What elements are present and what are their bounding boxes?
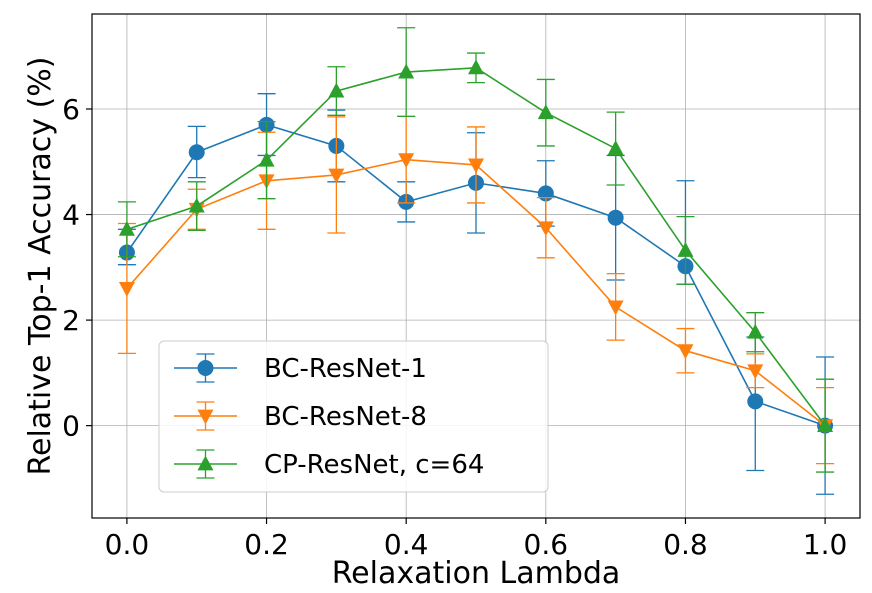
data-point: [747, 393, 764, 410]
series-bc-resnet-8: [117, 115, 835, 465]
axis-ticks: 0.0 0.2 0.4 0.6 0.8 1.0 0 2 4 6: [62, 93, 847, 561]
data-point: [328, 168, 345, 184]
data-point: [398, 153, 415, 169]
data-point: [747, 364, 764, 380]
legend-marker: [197, 360, 214, 376]
legend-label: BC-ResNet-8: [264, 402, 427, 432]
data-point: [747, 323, 764, 339]
y-tick-label: 6: [62, 93, 80, 126]
legend-label: BC-ResNet-1: [264, 354, 427, 384]
plot-frame: [91, 13, 861, 519]
data-point: [607, 209, 624, 226]
legend-item: BC-ResNet-1: [174, 353, 427, 384]
data-point: [118, 220, 135, 236]
x-tick-label: 0.0: [105, 528, 150, 561]
x-tick-label: 0.8: [663, 528, 708, 561]
data-point: [607, 140, 624, 155]
data-point: [537, 221, 554, 237]
x-tick-label: 0.2: [244, 528, 289, 561]
legend-item: CP-ResNet, c=64: [174, 449, 484, 480]
series-layer: [117, 27, 835, 495]
y-axis-title: Relative Top-1 Accuracy (%): [23, 56, 58, 475]
x-axis-title: Relaxation Lambda: [332, 556, 621, 591]
x-tick-label: 0.6: [524, 528, 569, 561]
data-point: [328, 82, 345, 98]
data-point: [677, 344, 694, 360]
data-point: [188, 197, 205, 213]
y-tick-label: 2: [62, 304, 80, 337]
data-point: [817, 417, 834, 433]
legend-item: BC-ResNet-8: [174, 401, 427, 432]
data-point: [607, 300, 624, 316]
data-point: [468, 158, 484, 174]
data-point: [258, 151, 275, 167]
data-point: [537, 104, 554, 120]
legend-label: CP-ResNet, c=64: [264, 450, 484, 480]
data-point: [118, 282, 135, 297]
data-point: [398, 63, 415, 79]
legend-marker: [197, 409, 214, 425]
series-cp-resnet-c-64: [117, 27, 835, 473]
data-point: [468, 59, 484, 75]
y-tick-label: 4: [62, 199, 80, 232]
data-point: [188, 144, 205, 161]
x-tick-label: 1.0: [803, 528, 848, 561]
data-point: [677, 242, 694, 257]
y-tick-label: 0: [62, 410, 80, 443]
legend-marker: [197, 455, 214, 471]
legend: BC-ResNet-1 BC-ResNet-8 CP-ResNet, c=64: [158, 340, 549, 493]
x-tick-label: 0.4: [384, 528, 429, 561]
legend-box: [158, 340, 549, 493]
